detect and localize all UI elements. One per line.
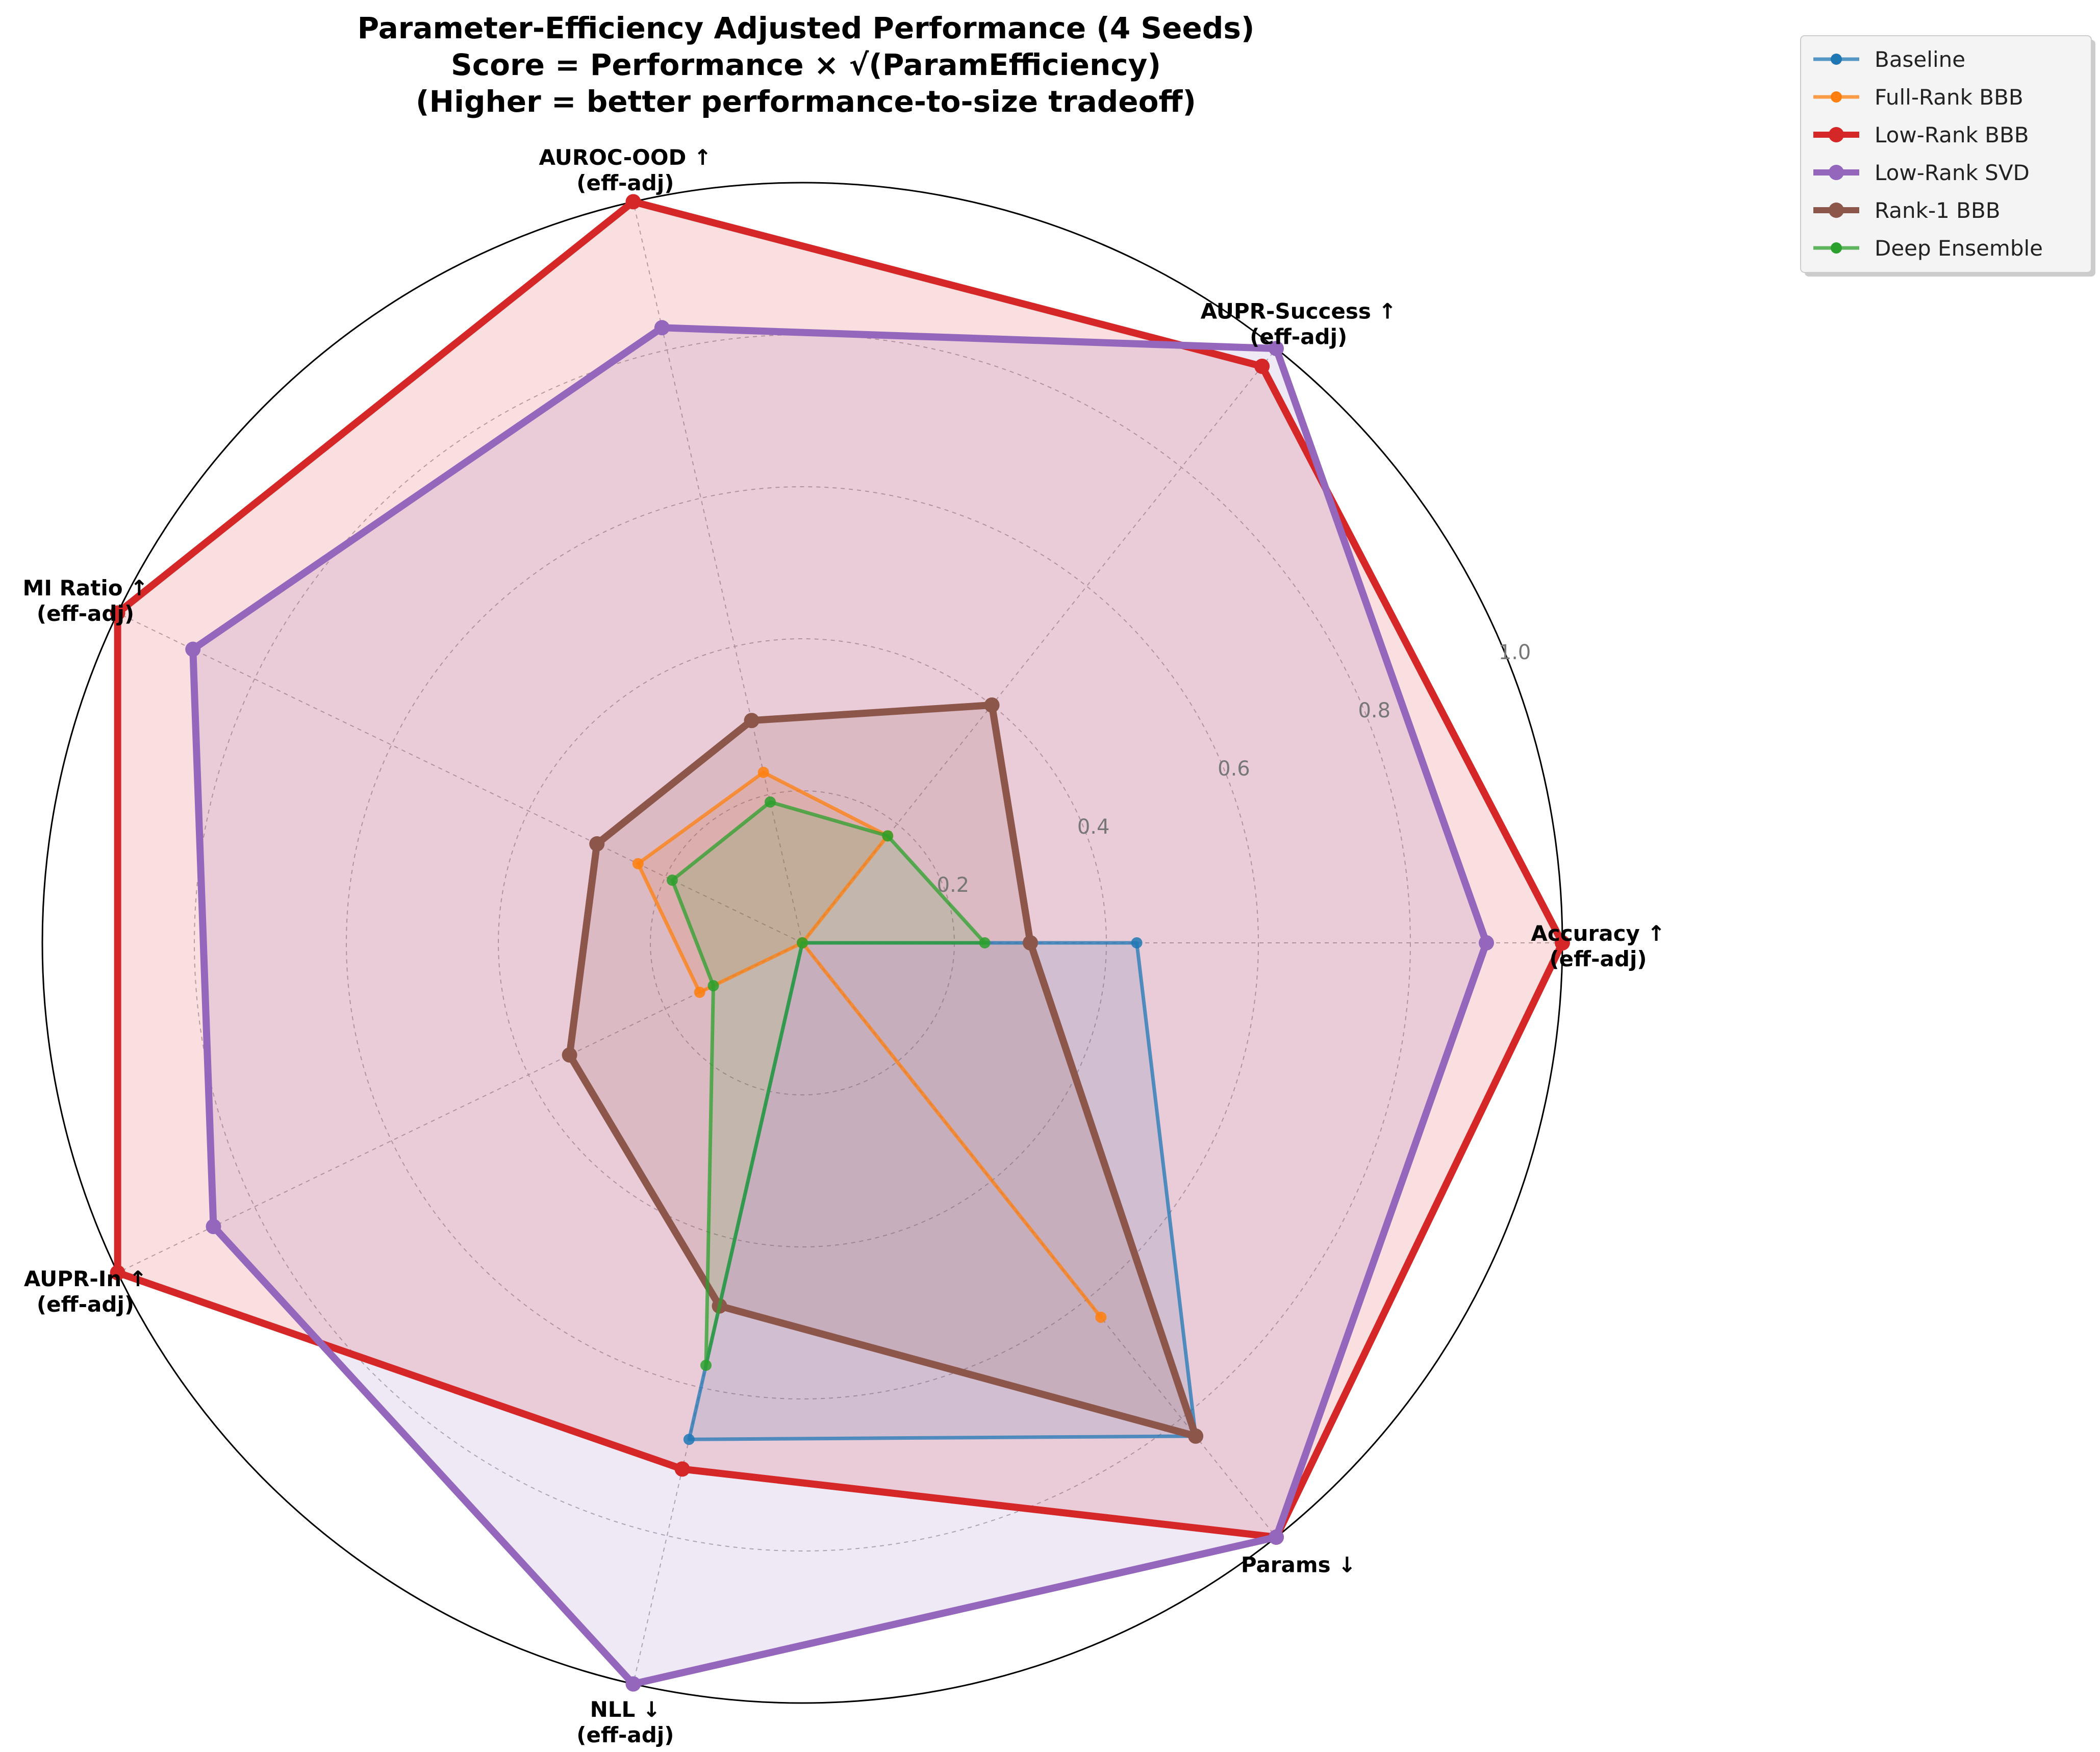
data-point-low-rank-bbb (674, 1461, 690, 1477)
series-lines (110, 194, 1570, 1692)
data-point-deep-ensemble (666, 874, 678, 886)
data-point-deep-ensemble (700, 1360, 712, 1371)
data-point-low-rank-svd (654, 320, 670, 336)
title-line-3: (Higher = better performance-to-size tra… (416, 84, 1196, 119)
axis-label-suffix: (eff-adj) (576, 1722, 674, 1747)
legend-swatch-marker (1829, 203, 1844, 218)
legend-swatch-marker (1829, 127, 1844, 142)
data-point-low-rank-svd (1268, 341, 1284, 357)
data-point-low-rank-bbb (110, 1265, 125, 1281)
legend-label: Low-Rank BBB (1875, 122, 2029, 147)
axis-label: NLL ↓ (590, 1697, 661, 1722)
chart-title: Parameter-Efficiency Adjusted Performanc… (358, 11, 1255, 119)
data-point-low-rank-svd (1479, 935, 1494, 950)
series-fill-low-rank-bbb (117, 202, 1562, 1537)
data-point-rank-1-bbb (984, 697, 1000, 713)
legend: Baseline Full-Rank BBB Low-Rank BBB Low-Ran… (1800, 35, 2095, 277)
legend-label: Baseline (1875, 47, 1965, 72)
data-point-full-rank-bbb (757, 766, 769, 778)
axis-label-suffix: (eff-adj) (37, 1292, 134, 1317)
legend-entry: Rank-1 BBB (1813, 198, 2001, 223)
data-point-rank-1-bbb (562, 1047, 577, 1063)
series-line-low-rank-svd (189, 324, 1490, 1688)
series-fill-full-rank-bbb (638, 772, 1101, 1317)
axis-label: Params ↓ (1241, 1553, 1356, 1578)
data-point-low-rank-bbb (110, 605, 125, 621)
legend-label: Low-Rank SVD (1875, 160, 2030, 185)
axis-label: AUPR-Success ↑ (1201, 298, 1397, 323)
radial-tick-label: 0.8 (1358, 699, 1390, 722)
data-point-deep-ensemble (765, 796, 776, 808)
data-point-deep-ensemble (979, 937, 991, 948)
legend-swatch-marker (1829, 165, 1844, 180)
axis-label: Accuracy ↑ (1531, 921, 1665, 946)
data-point-low-rank-bbb (1254, 359, 1270, 374)
legend-label: Deep Ensemble (1875, 236, 2043, 261)
data-point-baseline (683, 1434, 695, 1445)
legend-entry: Low-Rank SVD (1813, 160, 2030, 185)
series-fill-rank-1-bbb (569, 705, 1196, 1436)
series-deep-ensemble (666, 796, 991, 1371)
axis-label: AUROC-OOD ↑ (539, 145, 712, 170)
axis-label: MI Ratio ↑ (23, 575, 148, 600)
legend-label: Rank-1 BBB (1875, 198, 2001, 223)
data-point-deep-ensemble (707, 980, 719, 992)
radial-tick-labels: 0.2 0.4 0.6 0.8 1.0 (937, 641, 1531, 897)
axis-labels: Accuracy ↑(eff-adj)AUPR-Success ↑(eff-ad… (23, 145, 1665, 1747)
legend-box (1800, 35, 2092, 273)
data-point-deep-ensemble (882, 830, 894, 842)
data-point-low-rank-svd (185, 641, 201, 657)
series-low-rank-svd (185, 320, 1494, 1692)
radial-tick-label: 1.0 (1499, 641, 1531, 664)
series-line-low-rank-bbb (114, 198, 1566, 1541)
series-line-rank-1-bbb (566, 702, 1200, 1440)
legend-entry: Deep Ensemble (1813, 236, 2043, 261)
legend-label: Full-Rank BBB (1875, 85, 2023, 110)
legend-swatch-marker (1831, 91, 1842, 103)
axis-label-suffix: (eff-adj) (37, 601, 134, 626)
data-point-full-rank-bbb (694, 986, 705, 998)
title-line-2: Score = Performance × √(ParamEfficiency) (451, 47, 1161, 82)
data-point-rank-1-bbb (1188, 1428, 1204, 1444)
data-point-low-rank-bbb (1555, 935, 1570, 950)
axis-label: AUPR-In ↑ (24, 1266, 147, 1291)
data-point-full-rank-bbb (1095, 1311, 1107, 1323)
data-point-low-rank-svd (206, 1218, 221, 1234)
data-point-low-rank-svd (625, 1676, 641, 1692)
legend-swatch-marker (1831, 242, 1842, 254)
axis-label-suffix: (eff-adj) (1250, 324, 1347, 349)
title-line-1: Parameter-Efficiency Adjusted Performanc… (358, 11, 1255, 45)
legend-swatch-marker (1831, 54, 1842, 65)
radial-tick-label: 0.2 (937, 873, 970, 897)
grid-ring (346, 486, 1259, 1399)
radial-tick-label: 0.4 (1077, 815, 1110, 839)
legend-entry: Baseline (1813, 47, 1965, 72)
series-line-full-rank-bbb (636, 770, 1103, 1319)
data-point-baseline (1131, 937, 1143, 948)
data-point-rank-1-bbb (744, 713, 760, 729)
radial-tick-label: 0.6 (1218, 757, 1250, 781)
legend-entry: Full-Rank BBB (1813, 85, 2023, 110)
data-point-low-rank-bbb (625, 194, 641, 210)
data-point-rank-1-bbb (1023, 935, 1038, 950)
data-point-deep-ensemble (797, 937, 808, 948)
series-line-deep-ensemble (670, 800, 987, 1367)
axis-label-suffix: (eff-adj) (1549, 946, 1647, 971)
axis-label-suffix: (eff-adj) (576, 170, 674, 195)
legend-entry: Low-Rank BBB (1813, 122, 2029, 147)
data-point-rank-1-bbb (589, 836, 605, 852)
data-point-full-rank-bbb (632, 858, 644, 869)
data-point-low-rank-svd (1268, 1529, 1284, 1545)
